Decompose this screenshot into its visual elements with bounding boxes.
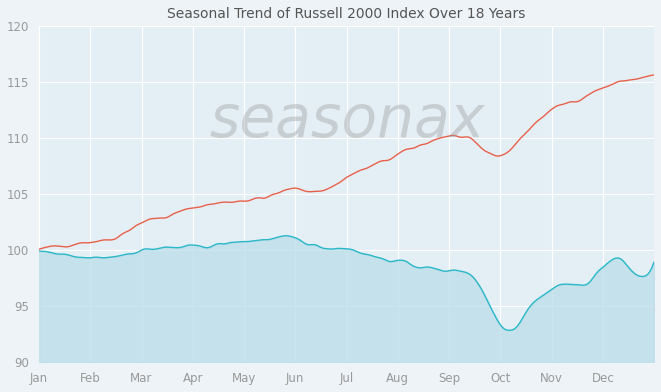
Title: Seasonal Trend of Russell 2000 Index Over 18 Years: Seasonal Trend of Russell 2000 Index Ove… bbox=[167, 7, 525, 21]
Text: seasonax: seasonax bbox=[209, 92, 485, 149]
